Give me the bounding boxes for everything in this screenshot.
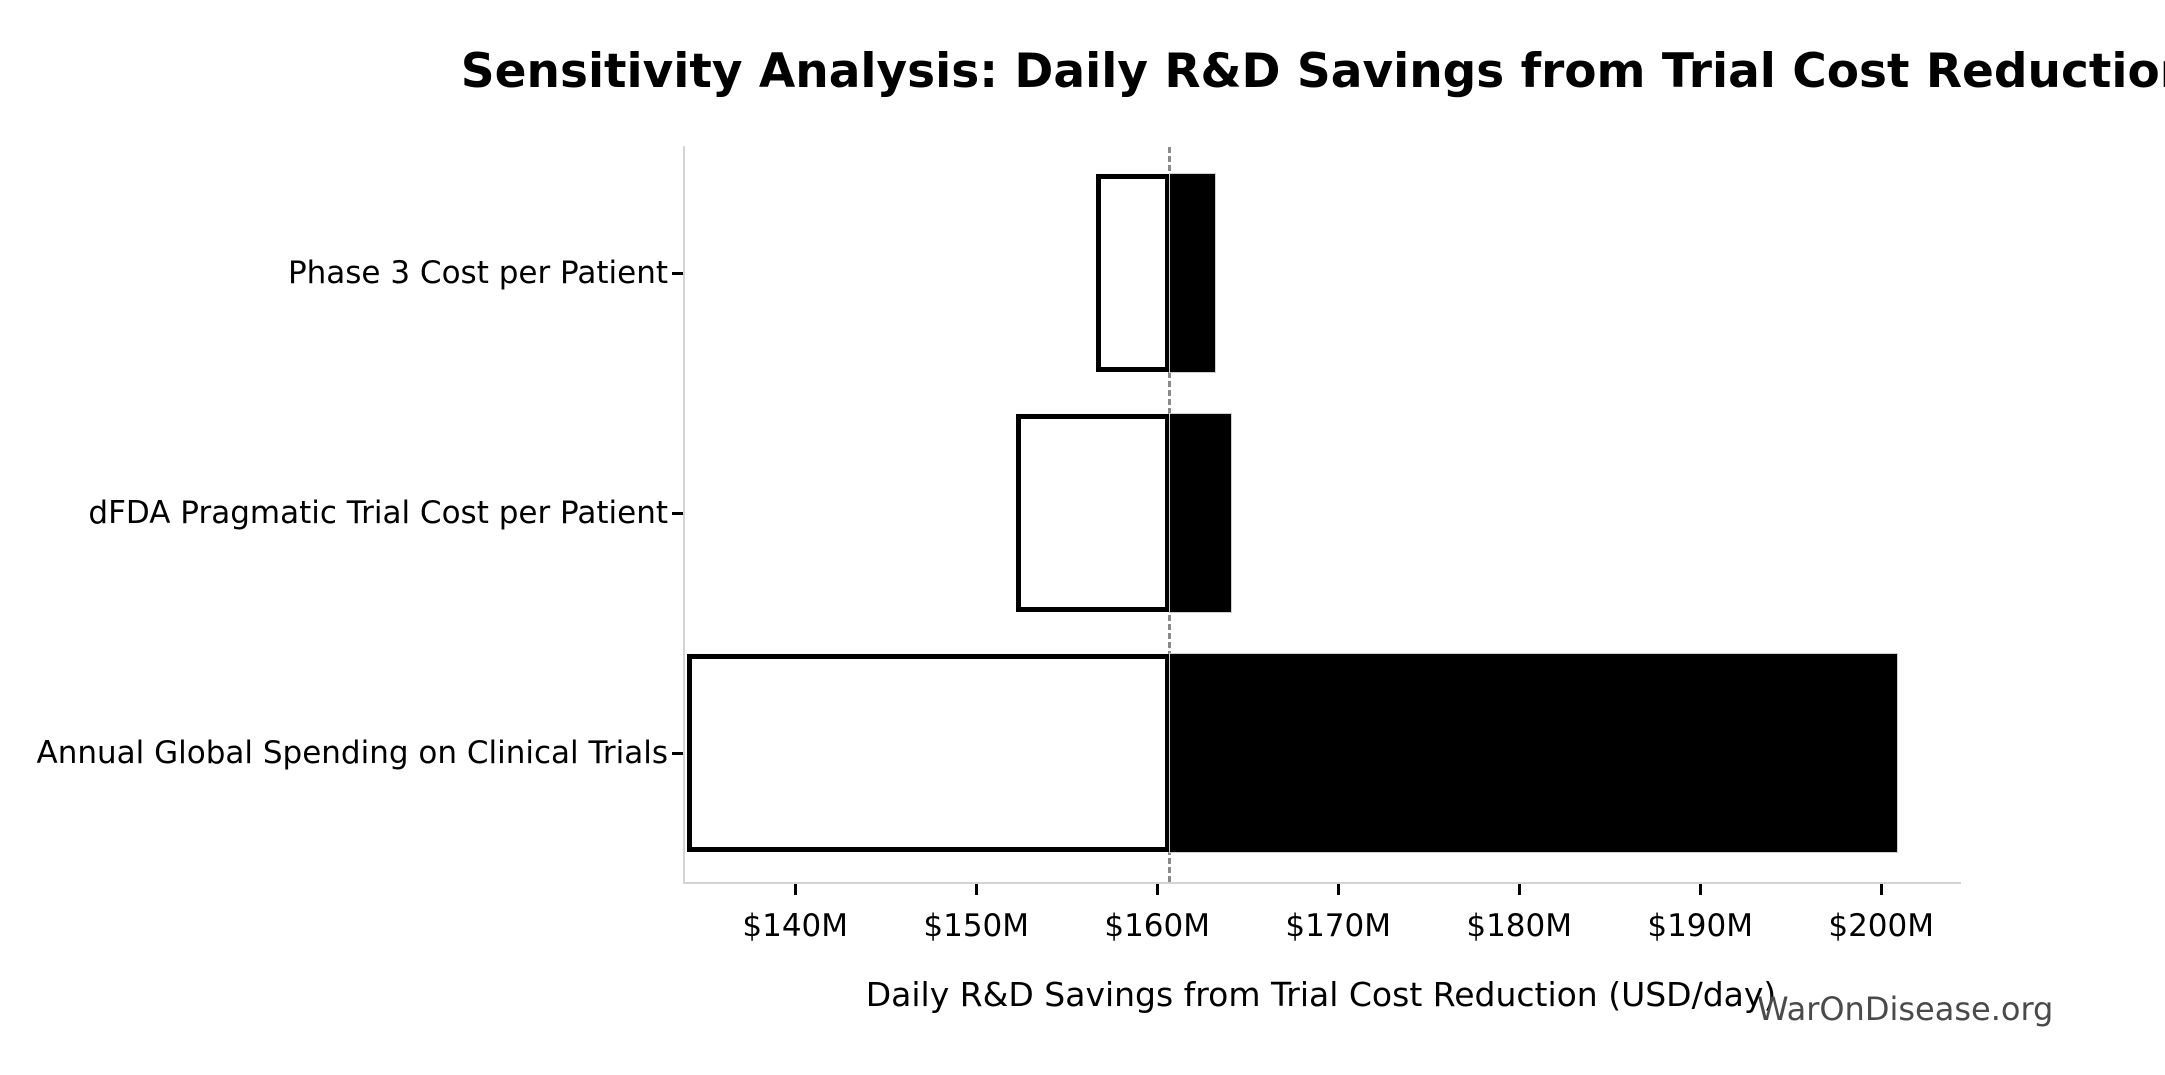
x-tick-mark <box>1698 884 1702 895</box>
watermark: WarOnDisease.org <box>1757 990 2054 1028</box>
y-tick-mark <box>672 271 683 275</box>
x-tick-label: $140M <box>742 908 849 944</box>
x-tick-label: $180M <box>1466 908 1572 944</box>
y-axis-label-phase3: Phase 3 Cost per Patient <box>287 255 668 291</box>
x-axis-title: Daily R&D Savings from Trial Cost Reduct… <box>865 975 1777 1014</box>
y-axis-label-annual-spending: Annual Global Spending on Clinical Trial… <box>36 735 668 771</box>
bar-low-segment <box>1095 174 1170 372</box>
x-tick-mark <box>974 884 978 895</box>
x-tick-label: $200M <box>1828 908 1934 944</box>
bar-high-segment <box>1168 413 1233 613</box>
x-tick-label: $170M <box>1285 908 1391 944</box>
x-tick-label: $150M <box>923 908 1030 944</box>
bar-high-segment <box>1168 653 1899 853</box>
y-axis-spine <box>683 146 685 884</box>
x-tick-mark <box>1879 884 1883 895</box>
chart-title: Sensitivity Analysis: Daily R&D Savings … <box>460 44 2165 99</box>
bar-high-segment <box>1168 173 1217 373</box>
x-tick-mark <box>1336 884 1340 895</box>
x-tick-mark <box>1155 884 1159 895</box>
y-axis-label-dfda: dFDA Pragmatic Trial Cost per Patient <box>88 495 668 531</box>
y-tick-mark <box>672 751 683 755</box>
bar-low-segment <box>1016 414 1170 612</box>
x-tick-label: $190M <box>1647 908 1753 944</box>
bar-low-segment <box>686 654 1170 852</box>
x-tick-label: $160M <box>1104 908 1210 944</box>
x-axis-spine <box>683 882 1961 884</box>
y-tick-mark <box>672 511 683 515</box>
x-tick-mark <box>1517 884 1521 895</box>
x-tick-mark <box>793 884 797 895</box>
